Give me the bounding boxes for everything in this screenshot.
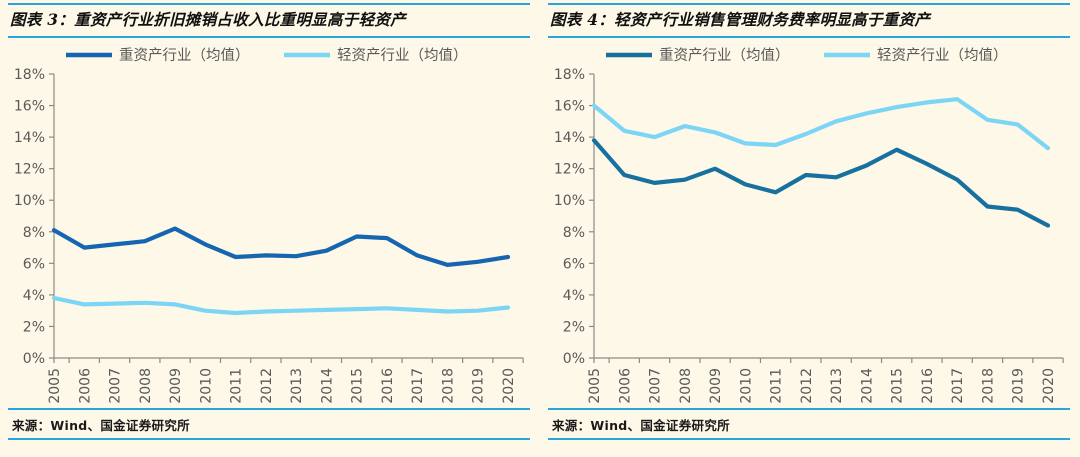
y-axis-label: 12%	[14, 162, 45, 178]
x-axis-label: 2016	[920, 368, 936, 404]
series-line	[51, 295, 511, 316]
bottom-rule	[548, 438, 1070, 440]
y-axis-label: 16%	[554, 99, 585, 115]
chart-svg: 0% 2% 4% 6% 8% 10% 12% 14% 16% 18% 2005 2006 2007 200…	[554, 47, 1064, 404]
legend-label: 轻资产行业（均值）	[337, 47, 468, 64]
top-rule	[548, 3, 1070, 5]
x-axis-label: 2014	[859, 368, 875, 404]
figure-block-4: 图表 4：轻资产行业销售管理财务费率明显高于重资产 0% 2% 4% 6% 8% 10% 1…	[540, 0, 1080, 440]
y-axis-label: 2%	[563, 319, 585, 335]
figure-title-3: 图表 3：重资产行业折旧摊销占收入比重明显高于轻资产	[10, 10, 406, 29]
y-axis-label: 12%	[554, 162, 585, 178]
x-axis-label: 2017	[410, 368, 426, 404]
legend-label: 重资产行业（均值）	[659, 47, 790, 64]
legend-label: 轻资产行业（均值）	[877, 47, 1008, 64]
x-axis-label: 2020	[1041, 368, 1057, 404]
y-axis-label: 2%	[23, 319, 45, 335]
x-axis-label: 2020	[501, 368, 517, 404]
title-underline	[548, 36, 1070, 38]
figure-title-4: 图表 4：轻资产行业销售管理财务费率明显高于重资产	[550, 10, 931, 29]
y-axis-label: 6%	[23, 256, 45, 272]
chart-svg: 0% 2% 4% 6% 8% 10% 12% 14% 16% 18% 2005 2006 2007 200…	[14, 47, 524, 404]
x-axis-label: 2014	[319, 368, 335, 404]
series-line	[591, 97, 1051, 151]
chart-bottom-rule	[548, 408, 1070, 410]
figure-block-3: 图表 3：重资产行业折旧摊销占收入比重明显高于轻资产 0% 2% 4% 6% 8% 10%…	[0, 0, 540, 440]
x-axis-label: 2005	[587, 368, 603, 404]
x-axis-label: 2011	[769, 368, 785, 404]
y-axis-label: 0%	[23, 351, 45, 367]
line-chart-depreciation-ratio: 0% 2% 4% 6% 8% 10% 12% 14% 16% 18% 2005 2006 2007 200…	[8, 40, 530, 408]
y-axis-label: 10%	[554, 193, 585, 209]
x-axis-label: 2016	[380, 368, 396, 404]
x-axis-label: 2015	[350, 368, 366, 404]
x-axis-label: 2012	[799, 368, 815, 404]
series-line	[51, 226, 511, 267]
x-axis-label: 2019	[471, 368, 487, 404]
chart-bottom-rule	[8, 408, 530, 410]
y-axis-label: 18%	[554, 67, 585, 83]
x-axis-label: 2005	[47, 368, 63, 404]
legend-item: 重资产行业（均值）	[606, 47, 790, 64]
x-axis-label: 2019	[1011, 368, 1027, 404]
x-axis-label: 2011	[229, 368, 245, 404]
x-axis-label: 2008	[678, 368, 694, 404]
legend-item: 轻资产行业（均值）	[284, 47, 468, 64]
y-axis-label: 8%	[563, 225, 585, 241]
source-note: 来源：Wind、国金证券研究所	[12, 418, 190, 433]
series-line	[591, 138, 1051, 228]
bottom-rule	[8, 438, 530, 440]
legend-item: 轻资产行业（均值）	[824, 47, 1008, 64]
y-axis-label: 6%	[563, 256, 585, 272]
x-axis-label: 2007	[648, 368, 664, 404]
x-axis-label: 2006	[617, 368, 633, 404]
y-axis-label: 10%	[14, 193, 45, 209]
x-axis-label: 2017	[950, 368, 966, 404]
x-axis-label: 2007	[108, 368, 124, 404]
x-axis-label: 2018	[980, 368, 996, 404]
y-axis-label: 8%	[23, 225, 45, 241]
y-axis-label: 14%	[14, 130, 45, 146]
title-underline	[8, 36, 530, 38]
x-axis-label: 2015	[890, 368, 906, 404]
legend-label: 重资产行业（均值）	[119, 47, 250, 64]
legend-item: 重资产行业（均值）	[66, 47, 250, 64]
source-note: 来源：Wind、国金证券研究所	[552, 418, 730, 433]
x-axis-label: 2012	[259, 368, 275, 404]
y-axis-label: 4%	[563, 288, 585, 304]
y-axis-label: 14%	[554, 130, 585, 146]
y-axis-label: 18%	[14, 67, 45, 83]
report-figures-row: 图表 3：重资产行业折旧摊销占收入比重明显高于轻资产 0% 2% 4% 6% 8% 10%…	[0, 0, 1080, 440]
x-axis-label: 2013	[829, 368, 845, 404]
top-rule	[8, 3, 530, 5]
y-axis-label: 4%	[23, 288, 45, 304]
x-axis-label: 2013	[289, 368, 305, 404]
x-axis-label: 2009	[168, 368, 184, 404]
line-chart-expense-ratio: 0% 2% 4% 6% 8% 10% 12% 14% 16% 18% 2005 2006 2007 200…	[548, 40, 1070, 408]
x-axis-label: 2009	[708, 368, 724, 404]
x-axis-label: 2010	[198, 368, 214, 404]
x-axis-label: 2006	[77, 368, 93, 404]
y-axis-label: 0%	[563, 351, 585, 367]
y-axis-label: 16%	[14, 99, 45, 115]
x-axis-label: 2010	[738, 368, 754, 404]
x-axis-label: 2008	[138, 368, 154, 404]
x-axis-label: 2018	[440, 368, 456, 404]
